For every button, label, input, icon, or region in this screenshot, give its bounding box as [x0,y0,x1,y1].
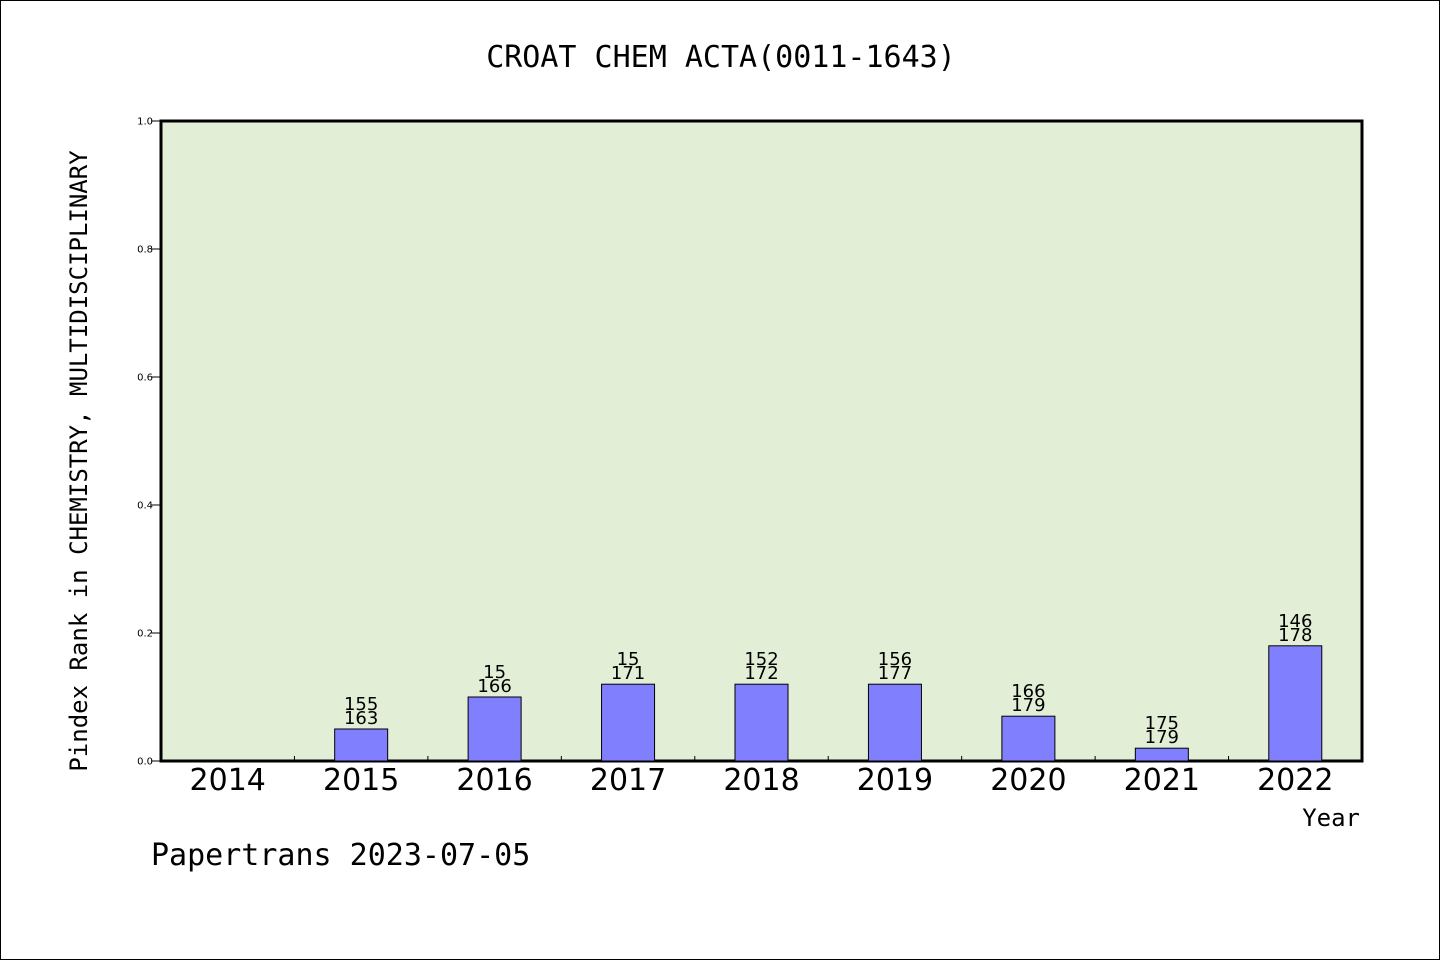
total-label: 179 [1011,695,1045,716]
bar-2021 [1134,747,1189,762]
rank-label: 15 [617,649,640,670]
bar-2018 [734,683,789,762]
footer-watermark: Papertrans 2023-07-05 [151,838,530,873]
y-axis-label: Pindex Rank in CHEMISTRY, MULTIDISCIPLIN… [65,150,93,772]
x-tick-label: 2018 [723,763,799,798]
bar-2015 [334,728,389,762]
y-axis: 0.0 0.2 0.4 0.6 0.8 1.0 [137,117,161,768]
y-tick-label: 0.0 [137,757,153,768]
y-tick-label: 0.6 [137,373,153,384]
total-label: 177 [878,663,912,684]
bar-2019 [867,683,922,762]
y-tick-label: 1.0 [137,117,153,128]
x-tick-label: 2016 [456,763,532,798]
bar-2016 [467,696,522,762]
x-tick-label: 2015 [323,763,399,798]
bar-2022 [1268,645,1323,762]
bar-series [334,645,1323,762]
x-tick-label: 2021 [1124,763,1200,798]
total-label: 163 [344,708,378,729]
rank-label: 175 [1145,713,1179,734]
total-label: 166 [477,676,511,697]
rank-label: 152 [744,649,778,670]
total-label: 171 [611,663,645,684]
x-tick-label: 2017 [590,763,666,798]
x-tick-label: 2014 [190,763,266,798]
rank-label: 155 [344,694,378,715]
y-tick-label: 0.4 [137,501,153,512]
data-labels: 1551631516615171152172156177166179175179… [344,611,1312,748]
total-label: 179 [1145,727,1179,748]
x-axis: 2014 2015 2016 2017 2018 2019 2020 2021 2022 [190,756,1333,798]
rank-label: 146 [1278,611,1312,632]
total-label: 178 [1278,625,1312,646]
y-tick-label: 0.2 [137,629,153,640]
x-axis-label: Year [1302,804,1360,832]
plot-area [159,119,1364,763]
x-tick-label: 2019 [857,763,933,798]
rank-label: 166 [1011,681,1045,702]
x-tick-label: 2022 [1257,763,1333,798]
x-tick-label: 2020 [990,763,1066,798]
rank-label: 15 [483,662,506,683]
rank-label: 156 [878,649,912,670]
y-tick-label: 0.8 [137,245,153,256]
bar-2020 [1001,715,1056,762]
chart-title: CROAT CHEM ACTA(0011-1643) [486,40,956,75]
bar-2017 [601,683,656,762]
total-label: 172 [744,663,778,684]
